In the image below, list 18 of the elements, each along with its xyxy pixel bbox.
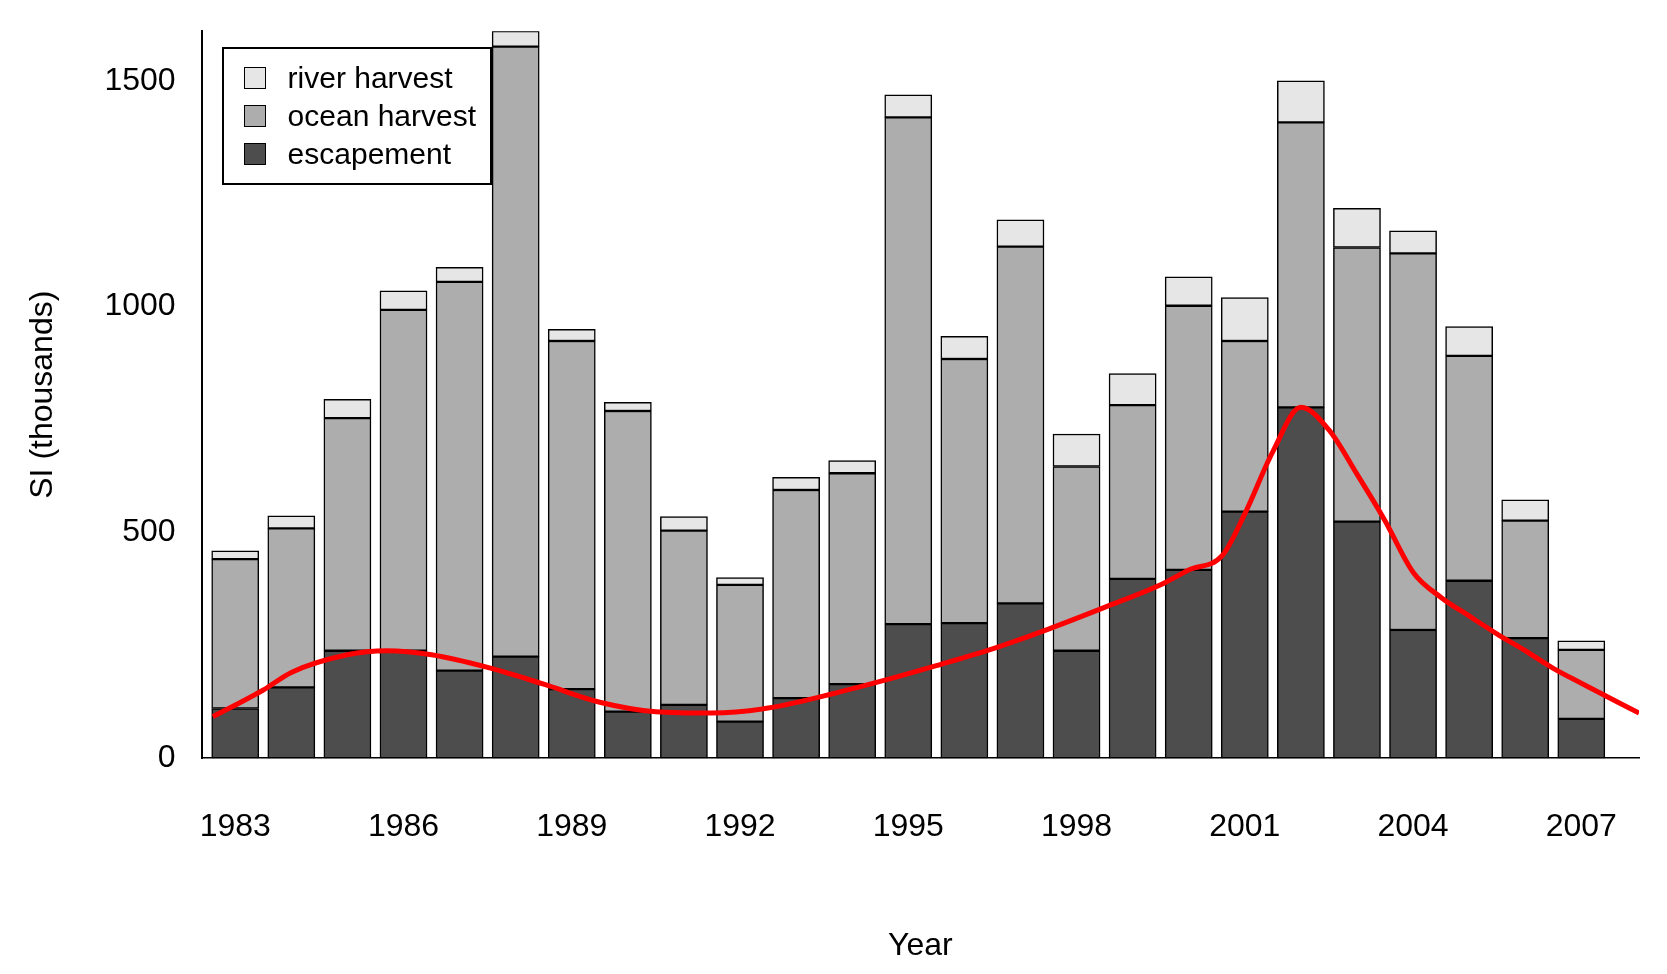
legend-label: river harvest [287, 60, 453, 97]
x-tick-label: 1986 [367, 807, 440, 844]
y-axis-title: SI (thousands) [23, 290, 60, 499]
legend-label: escapement [287, 136, 452, 173]
x-axis-title: Year [888, 925, 953, 962]
x-tick-label: 1989 [536, 807, 608, 844]
x-tick-label: 1998 [1040, 807, 1113, 844]
legend-label: ocean harvest [287, 98, 477, 135]
x-tick-label: 2004 [1377, 807, 1449, 844]
x-tick-label: 1992 [704, 807, 776, 844]
y-tick-label: 500 [122, 512, 176, 549]
x-tick-label: 2007 [1545, 807, 1617, 844]
y-tick-label: 0 [157, 738, 176, 775]
x-tick-label: 1995 [872, 807, 944, 844]
x-tick-label: 1983 [199, 807, 271, 844]
x-tick-label: 2001 [1209, 807, 1281, 844]
y-tick-label: 1000 [104, 286, 176, 323]
y-tick-label: 1500 [104, 60, 176, 97]
